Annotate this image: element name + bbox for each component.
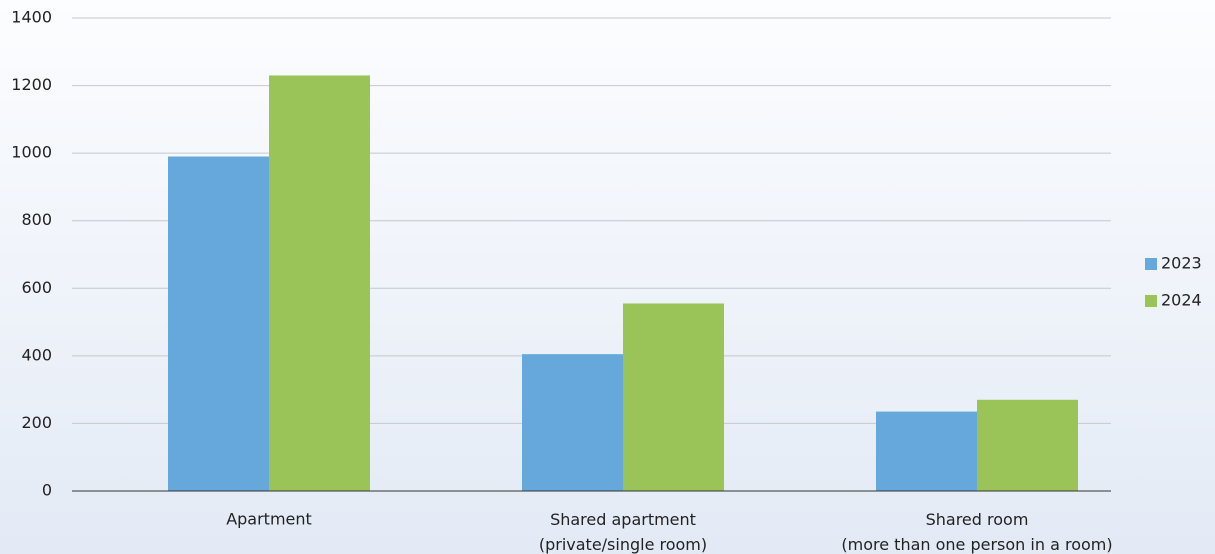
legend-label: 2023 bbox=[1161, 254, 1202, 273]
legend-swatch bbox=[1145, 258, 1157, 270]
legend-label: 2024 bbox=[1161, 291, 1202, 310]
bar bbox=[977, 399, 1078, 491]
y-tick-label: 200 bbox=[21, 413, 52, 432]
bar bbox=[623, 303, 724, 491]
x-tick-label: Shared room (more than one person in a ro… bbox=[841, 510, 1112, 554]
legend-swatch bbox=[1145, 295, 1157, 307]
y-tick-label: 600 bbox=[21, 278, 52, 297]
bar bbox=[168, 156, 269, 491]
x-tick-label: Apartment bbox=[226, 510, 312, 529]
x-tick-label: Shared apartment (private/single room) bbox=[539, 510, 707, 554]
y-tick-label: 1200 bbox=[11, 75, 52, 94]
y-tick-label: 400 bbox=[21, 345, 52, 364]
bar bbox=[522, 354, 623, 491]
bar bbox=[876, 411, 977, 491]
y-tick-label: 1000 bbox=[11, 143, 52, 162]
y-tick-label: 1400 bbox=[11, 8, 52, 27]
y-tick-label: 800 bbox=[21, 210, 52, 229]
bar bbox=[269, 75, 370, 491]
y-tick-label: 0 bbox=[42, 481, 52, 500]
